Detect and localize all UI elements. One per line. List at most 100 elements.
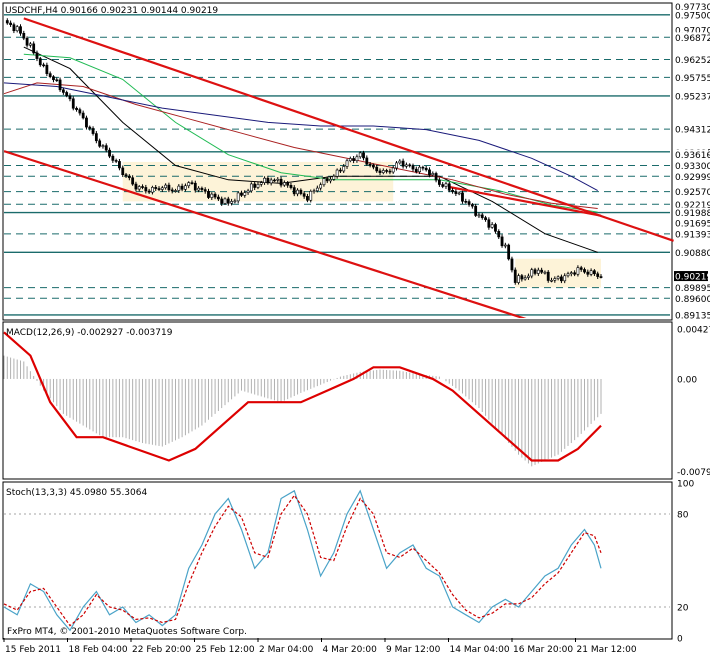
candle-body xyxy=(368,163,372,166)
candle-body xyxy=(566,273,570,277)
candle-body xyxy=(259,182,263,185)
candle-body xyxy=(273,179,276,182)
candle-body xyxy=(517,275,520,283)
price-tag-box xyxy=(674,293,708,304)
candle-body xyxy=(540,269,544,273)
candle-body xyxy=(32,43,36,54)
candle-body xyxy=(200,187,204,190)
candle-body xyxy=(414,168,418,172)
price-tag-box xyxy=(674,282,708,293)
stoch-signal-line xyxy=(3,494,602,627)
macd-axis-label: -0.007931 xyxy=(677,468,710,478)
candle-body xyxy=(593,270,596,275)
price-axis-label: 0.91988 xyxy=(675,209,710,219)
candle-body xyxy=(507,244,511,260)
candle-body xyxy=(19,26,22,34)
candle-body xyxy=(533,269,537,274)
candle-body xyxy=(424,167,428,171)
candle-body xyxy=(586,271,590,275)
candle-body xyxy=(355,156,359,161)
price-tag-box xyxy=(674,90,708,101)
candle-body xyxy=(12,24,16,32)
candle-body xyxy=(454,191,458,194)
candle-body xyxy=(81,112,85,119)
candle-body xyxy=(312,190,316,193)
price-axis-label: 0.93610 xyxy=(675,151,710,161)
candle-body xyxy=(447,183,451,191)
candle-body xyxy=(536,269,540,274)
candle-body xyxy=(550,279,553,282)
candle-body xyxy=(441,184,445,187)
candle-body xyxy=(249,183,253,192)
candle-body xyxy=(15,26,19,32)
candle-body xyxy=(25,37,29,46)
price-tag-box xyxy=(674,32,708,43)
price-axis-label: 0.94312 xyxy=(675,126,710,136)
candle-body xyxy=(494,224,497,232)
candle-body xyxy=(233,200,237,203)
price-tag-box xyxy=(674,207,708,218)
candle-body xyxy=(55,79,59,82)
candle-body xyxy=(111,155,115,161)
candle-body xyxy=(503,244,507,247)
candle-body xyxy=(28,43,32,46)
candle-body xyxy=(88,126,92,129)
stoch-axis-label: 0 xyxy=(677,635,683,645)
price-axis-label: 0.92219 xyxy=(675,201,710,211)
x-axis-label: 4 Mar 20:00 xyxy=(323,645,378,655)
price-tag-box xyxy=(674,25,708,36)
candle-body xyxy=(513,269,517,283)
price-tag-box xyxy=(674,218,708,229)
candle-body xyxy=(42,64,45,67)
candle-body xyxy=(157,188,161,190)
candle-body xyxy=(437,179,441,185)
candle-body xyxy=(470,204,474,207)
candle-body xyxy=(401,160,405,167)
x-axis-label: 15 Feb 2011 xyxy=(5,645,61,655)
candle-body xyxy=(464,200,468,203)
candle-body xyxy=(177,185,181,191)
candle-body xyxy=(480,214,484,218)
candle-body xyxy=(147,190,151,193)
candle-body xyxy=(404,164,408,167)
candle-body xyxy=(121,167,125,176)
candle-body xyxy=(467,201,471,205)
moving-average-2 xyxy=(23,53,598,213)
candle-body xyxy=(520,275,524,280)
candle-body xyxy=(309,190,313,201)
stoch-panel-frame xyxy=(2,481,673,640)
candle-body xyxy=(180,185,184,190)
watermark: FxPro MT4, © 2001-2010 MetaQuotes Softwa… xyxy=(7,627,247,637)
x-axis-label: 16 Mar 20:00 xyxy=(513,645,573,655)
price-tag-box xyxy=(674,54,708,65)
candle-body xyxy=(372,164,375,168)
candle-body xyxy=(269,179,273,184)
price-tag-box xyxy=(674,149,708,160)
candle-body xyxy=(266,177,270,184)
candle-body xyxy=(236,192,240,202)
candle-body xyxy=(246,190,250,193)
candle-body xyxy=(576,267,580,275)
price-panel xyxy=(3,14,674,318)
candle-body xyxy=(190,182,194,184)
stoch-main-line xyxy=(3,489,602,632)
candle-body xyxy=(52,76,55,81)
candle-body xyxy=(388,170,392,173)
candle-body xyxy=(319,184,323,189)
candle-body xyxy=(362,152,365,159)
candle-body xyxy=(391,167,395,173)
candle-body xyxy=(193,182,197,191)
candle-body xyxy=(325,178,329,182)
candle-body xyxy=(292,187,296,195)
candle-body xyxy=(461,192,464,202)
candle-body xyxy=(378,170,382,173)
candle-body xyxy=(220,198,224,204)
price-tag-box xyxy=(674,124,708,135)
price-axis-label: 0.90880 xyxy=(675,249,710,259)
candle-body xyxy=(240,192,243,196)
price-axis-label: 0.89600 xyxy=(675,295,710,305)
candle-body xyxy=(428,169,431,176)
candle-body xyxy=(358,152,362,158)
candle-body xyxy=(546,271,550,281)
candle-body xyxy=(68,95,72,100)
